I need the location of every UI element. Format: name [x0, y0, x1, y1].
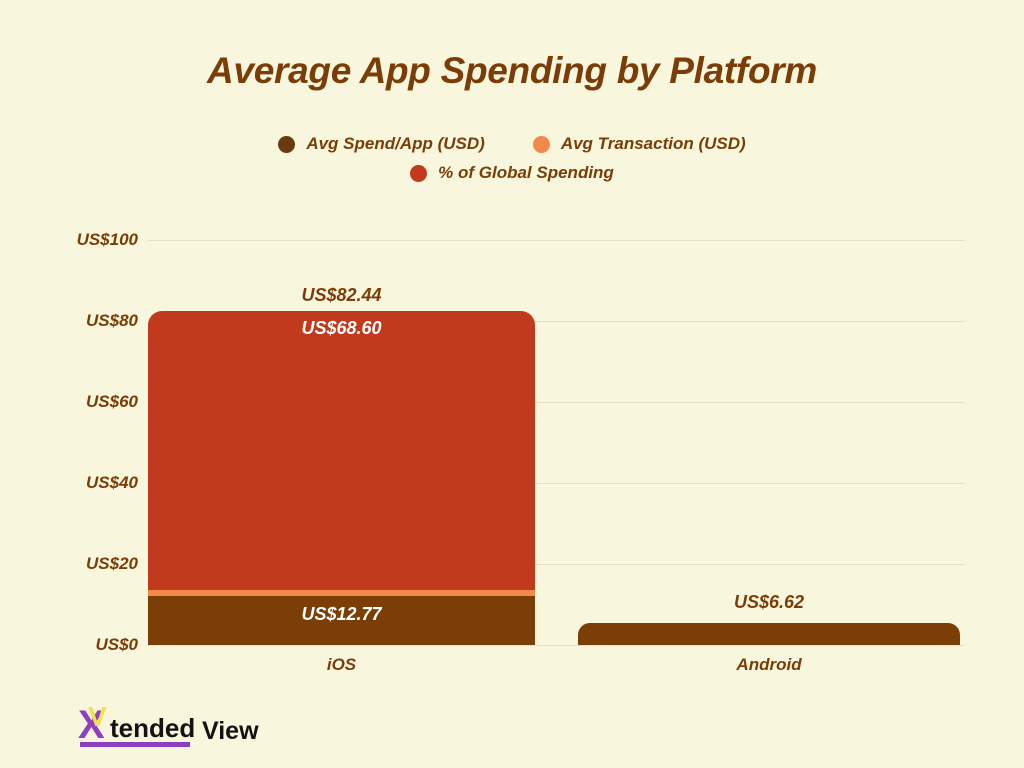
bar-segment-ios-pct-global-spending[interactable] — [148, 311, 535, 590]
x-axis-label-android: Android — [736, 655, 802, 674]
bar-segment-label-ios-pct-global-spending: US$68.60 — [301, 318, 382, 338]
legend-dot-icon — [532, 135, 550, 153]
bar-segment-android-avg-spend-per-app[interactable] — [578, 623, 960, 645]
y-tick-label-100: US$100 — [76, 230, 138, 249]
gridline-100 — [148, 240, 965, 241]
bar-segment-ios-avg-transaction[interactable] — [148, 590, 535, 596]
gridline-60 — [148, 402, 965, 403]
bar-total-label-ios: US$82.44 — [301, 285, 382, 305]
bar-total-label-android: US$6.62 — [733, 592, 805, 612]
gridline-80 — [148, 321, 965, 322]
y-tick-label-40: US$40 — [86, 473, 138, 492]
legend-row-2: % of Global Spending — [0, 163, 1024, 183]
y-tick-label-60: US$60 — [86, 392, 138, 411]
legend-label: Avg Transaction (USD) — [560, 134, 746, 153]
legend-label: % of Global Spending — [438, 163, 614, 182]
logo-letter-v: V — [88, 701, 107, 732]
xtendedview-logo[interactable]: X V tended View — [78, 701, 298, 750]
logo-text-view: View — [202, 717, 259, 745]
chart-legend: Avg Spend/App (USD) Avg Transaction (USD… — [0, 134, 1024, 192]
legend-item-pct-global-spending[interactable]: % of Global Spending — [410, 163, 614, 183]
axis-baseline — [148, 645, 965, 646]
legend-dot-icon — [410, 164, 428, 182]
gridline-20 — [148, 564, 965, 565]
legend-dot-icon — [278, 135, 296, 153]
y-tick-label-80: US$80 — [86, 311, 138, 330]
legend-label: Avg Spend/App (USD) — [306, 134, 485, 153]
legend-row-1: Avg Spend/App (USD) Avg Transaction (USD… — [0, 134, 1024, 154]
logo-underline — [80, 742, 190, 747]
legend-item-avg-transaction[interactable]: Avg Transaction (USD) — [532, 134, 746, 154]
y-tick-label-0: US$0 — [95, 635, 138, 654]
logo-letter-x: X — [78, 703, 105, 747]
bar-segment-ios-avg-spend-per-app[interactable] — [148, 596, 535, 645]
bar-segment-label-ios-avg-spend-per-app: US$12.77 — [301, 604, 382, 624]
gridline-40 — [148, 483, 965, 484]
page-title: Average App Spending by Platform — [207, 50, 817, 91]
legend-item-avg-spend-per-app[interactable]: Avg Spend/App (USD) — [278, 134, 485, 154]
x-axis-label-ios: iOS — [326, 655, 357, 674]
y-tick-label-20: US$20 — [86, 554, 138, 573]
logo-text-tended: tended — [110, 713, 196, 743]
